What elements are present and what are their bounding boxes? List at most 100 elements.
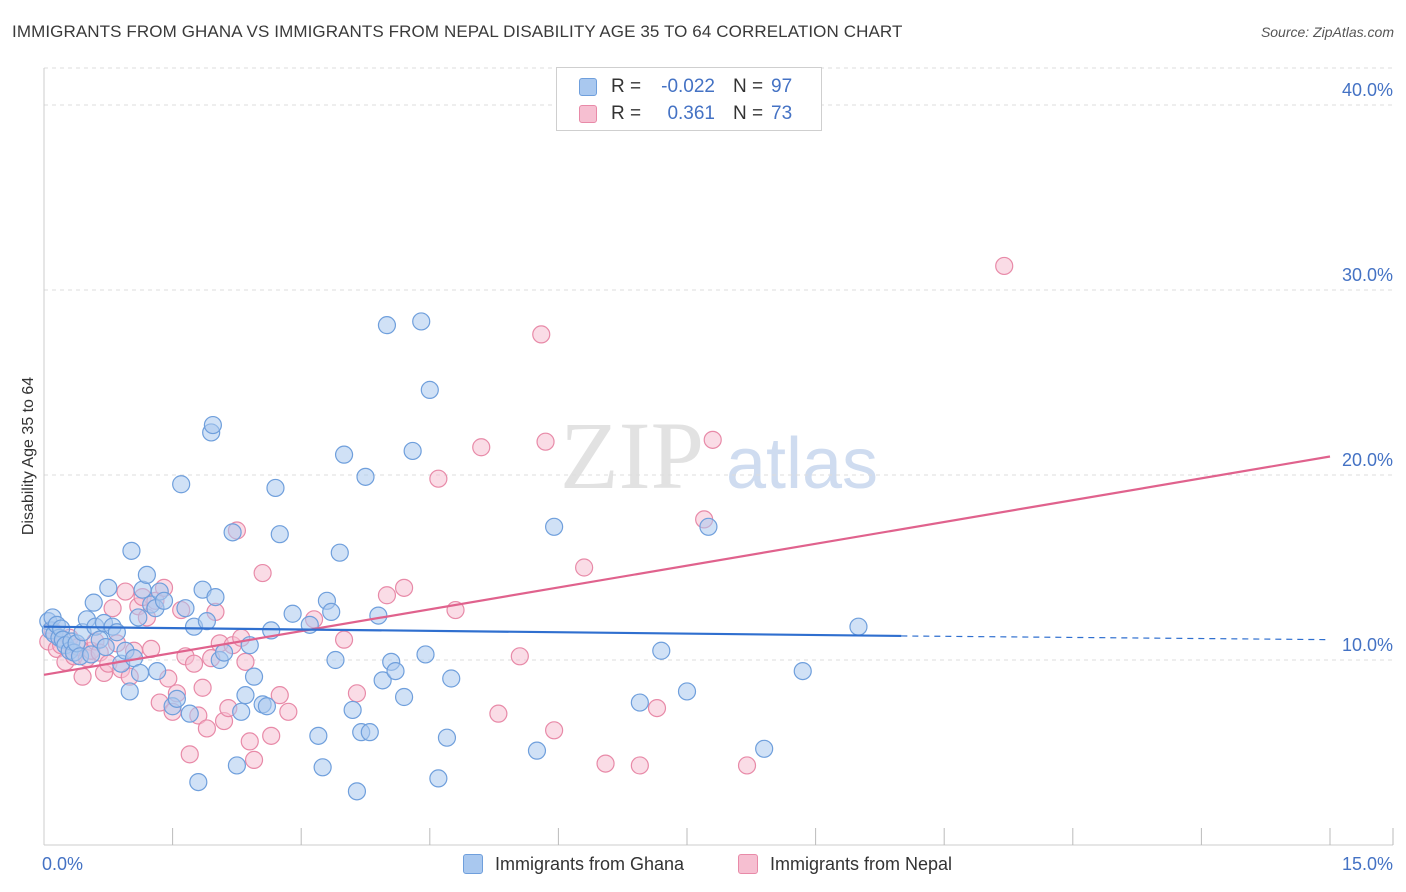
watermark-zip: ZIP	[560, 402, 704, 509]
nepal-point	[184, 654, 204, 673]
x-ticks	[172, 828, 1394, 845]
ghana-point	[793, 661, 812, 681]
ghana-point	[257, 697, 277, 716]
ghana-point	[420, 380, 439, 399]
nepal-swatch	[579, 105, 597, 123]
ghana-point	[437, 728, 457, 747]
trend-lines	[43, 455, 1331, 676]
y-axis-label: Disability Age 35 to 64	[20, 377, 37, 535]
ghana-point	[699, 517, 718, 536]
source-attribution: Source: ZipAtlas.com	[1260, 24, 1394, 40]
nepal-swatch	[738, 854, 758, 874]
legend-label-nepal: Immigrants from Nepal	[770, 853, 953, 874]
ghana-point	[189, 772, 208, 792]
nepal-point	[103, 599, 122, 618]
ghana-point	[386, 661, 405, 681]
nepal-point	[73, 667, 92, 686]
ghana-point	[120, 682, 139, 701]
r-label: R =	[611, 76, 642, 97]
x-tick-label-min: 0.0%	[42, 854, 83, 874]
ghana-point	[442, 669, 461, 688]
ghana-swatch	[463, 854, 483, 874]
nepal-point	[240, 732, 259, 751]
y-tick-label: 30.0%	[1342, 265, 1393, 285]
ghana-point	[394, 687, 414, 707]
ghana-point	[330, 543, 349, 562]
legend-row-nepal: R = 0.361 N = 73	[579, 101, 792, 127]
ghana-point	[322, 602, 341, 622]
y-tick-label: 20.0%	[1342, 450, 1393, 470]
ghana-point	[172, 475, 191, 494]
r-label: R =	[611, 103, 642, 124]
nepal-point	[394, 578, 414, 597]
ghana-point	[122, 541, 141, 560]
nepal-point	[703, 430, 722, 449]
ghana-point	[137, 565, 156, 585]
ghana-point	[203, 415, 222, 435]
ghana-point	[652, 641, 671, 660]
r-value: -0.022	[661, 76, 715, 97]
ghana-point	[167, 689, 186, 708]
nepal-point	[334, 630, 354, 649]
chart-title: IMMIGRANTS FROM GHANA VS IMMIGRANTS FROM…	[12, 22, 903, 41]
nepal-point	[575, 558, 594, 577]
legend-item-nepal[interactable]: Immigrants from Nepal	[738, 852, 952, 876]
ghana-point	[360, 723, 379, 742]
nepal-point	[193, 678, 212, 697]
ghana-point	[334, 445, 354, 464]
nepal-point	[244, 750, 264, 770]
ghana-point	[214, 643, 234, 662]
watermark: ZIP atlas	[560, 402, 878, 509]
ghana-point	[266, 478, 285, 498]
ghana-swatch	[579, 78, 597, 96]
ghana-point	[223, 523, 242, 542]
ghana-point	[96, 637, 115, 657]
ghana-points	[39, 312, 868, 801]
y-tick-label: 40.0%	[1342, 80, 1393, 100]
nepal-point	[180, 745, 199, 764]
nepal-point	[429, 469, 448, 488]
n-value: 97	[771, 76, 793, 97]
ghana-point	[377, 316, 397, 335]
nepal-point	[262, 726, 281, 745]
watermark-atlas: atlas	[726, 424, 878, 504]
legend-label-ghana: Immigrants from Ghana	[495, 853, 685, 874]
axes	[43, 68, 1393, 846]
ghana-point	[84, 593, 103, 612]
ghana-point	[197, 612, 216, 631]
ghana-point	[755, 739, 774, 758]
ghana-point	[326, 650, 345, 670]
ghana-point	[313, 758, 332, 777]
nepal-point	[236, 652, 255, 671]
ghana-point	[154, 591, 174, 610]
ghana-point	[630, 693, 649, 712]
ghana-point	[527, 741, 547, 760]
ghana-point	[283, 604, 302, 623]
nepal-point	[377, 586, 397, 605]
ghana-point	[176, 599, 195, 618]
nepal-point	[472, 438, 491, 457]
ghana-point	[356, 467, 375, 486]
ghana-trend-extension	[901, 635, 1331, 641]
ghana-point	[99, 578, 118, 597]
ghana-trend-line	[43, 625, 902, 638]
correlation-legend: R = -0.022 N = 97 R = 0.361 N = 73	[556, 67, 822, 131]
nepal-point	[270, 686, 289, 705]
nepal-point	[647, 698, 667, 718]
ghana-point	[82, 645, 101, 664]
ghana-point	[270, 525, 289, 544]
ghana-point	[232, 702, 251, 721]
legend-item-ghana[interactable]: Immigrants from Ghana	[463, 852, 684, 876]
ghana-point	[545, 517, 564, 536]
ghana-point	[148, 661, 167, 681]
nepal-point	[347, 684, 367, 703]
ghana-point	[107, 623, 126, 642]
ghana-point	[403, 441, 422, 461]
ghana-point	[130, 663, 150, 683]
ghana-point	[849, 617, 868, 636]
ghana-point	[412, 312, 431, 331]
ghana-point	[244, 667, 264, 686]
nepal-points	[39, 256, 1014, 775]
ghana-point	[369, 606, 388, 625]
